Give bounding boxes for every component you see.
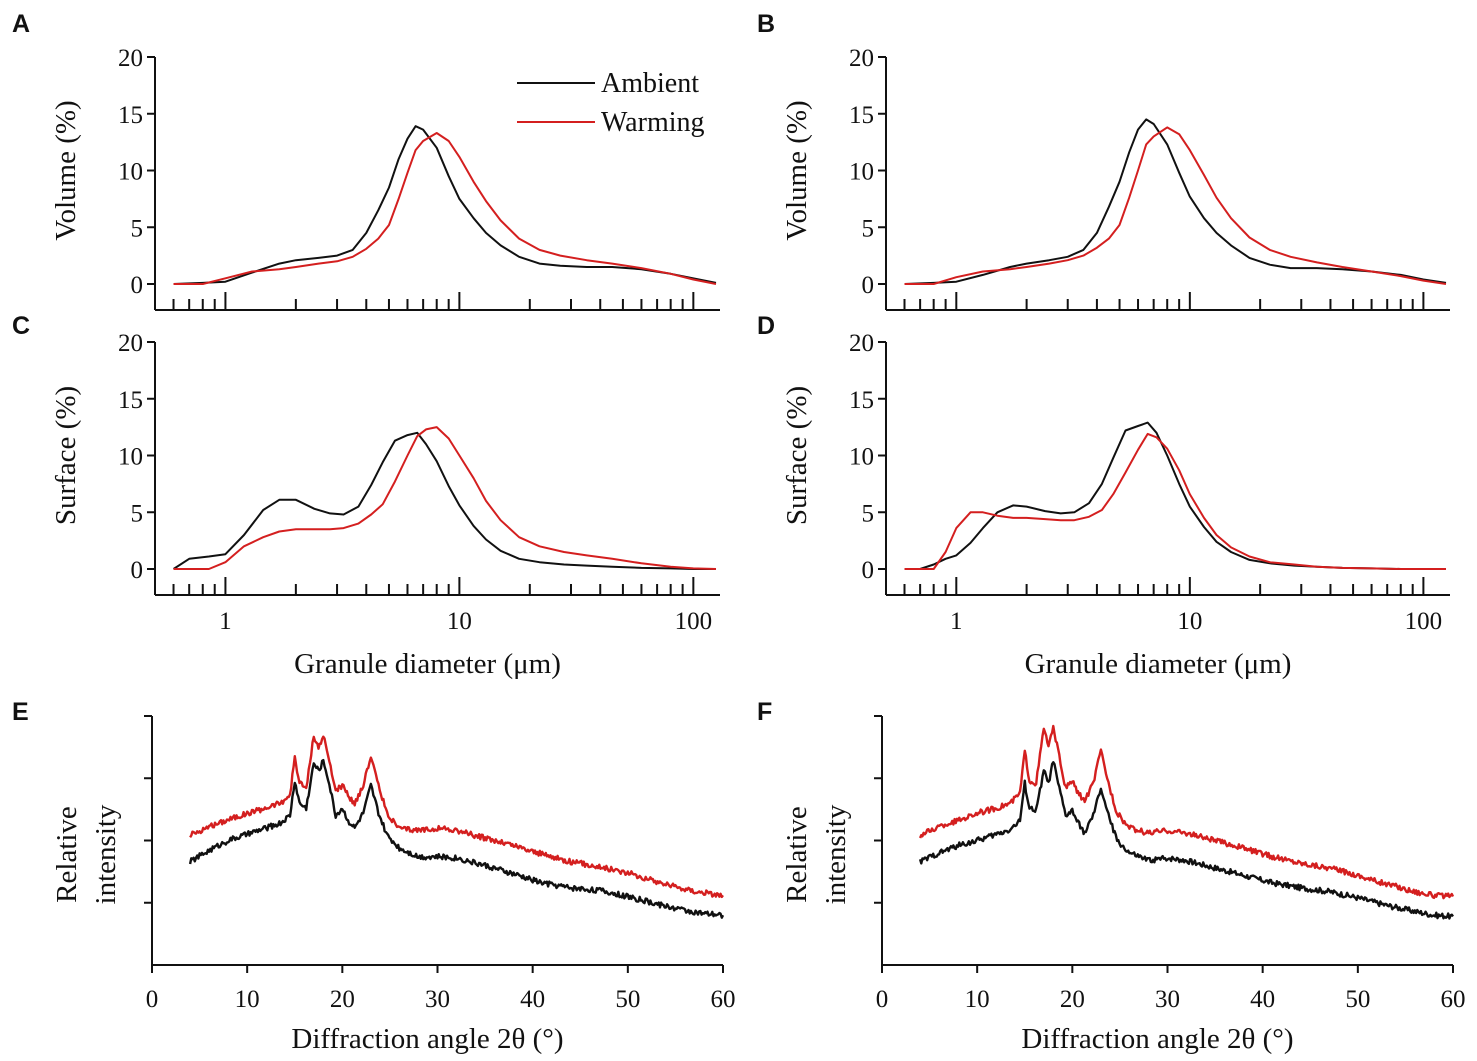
panel-d: D 0 5 10 15 20 1 10 100 Granule diameter (μm) Surf… xyxy=(757,312,1450,680)
y-tick-label: 10 xyxy=(849,444,874,471)
series-warming xyxy=(904,126,1447,285)
y-axis-title-line1: Relative xyxy=(51,806,83,903)
y-axis-title-line2: intensity xyxy=(90,804,122,904)
panel-a: A 0 5 10 15 20 Volume (%) Ambient Warming xyxy=(12,10,720,311)
panel-letter: D xyxy=(757,312,775,340)
y-tick-label: 15 xyxy=(849,387,874,414)
x-tick-label: 40 xyxy=(520,986,545,1013)
series-ambient xyxy=(173,125,717,285)
x-tick-label: 30 xyxy=(1155,986,1180,1013)
series-ambient xyxy=(918,761,1454,920)
series-warming xyxy=(918,724,1455,900)
y-axis-title-line2: intensity xyxy=(820,804,852,904)
y-tick-label: 5 xyxy=(131,215,144,242)
panel-b: B 0 5 10 15 20 Volume (%) xyxy=(757,10,1450,311)
panel-f: F 0 10 20 30 40 50 60 Diffraction angle 2θ (°) Re… xyxy=(757,698,1466,1055)
x-tick-label: 10 xyxy=(235,986,260,1013)
x-tick-label: 40 xyxy=(1250,986,1275,1013)
y-tick-label: 20 xyxy=(118,330,143,357)
y-axis-title: Surface (%) xyxy=(781,386,813,525)
x-tick-label: 1 xyxy=(219,608,232,635)
y-tick-label: 20 xyxy=(118,45,143,72)
x-axis-title: Diffraction angle 2θ (°) xyxy=(1021,1023,1293,1055)
x-axis-title: Diffraction angle 2θ (°) xyxy=(291,1023,563,1055)
y-tick-label: 0 xyxy=(862,557,875,584)
x-tick-label: 60 xyxy=(1441,986,1466,1013)
y-tick-label: 10 xyxy=(118,159,143,186)
panel-letter: C xyxy=(12,312,30,340)
x-tick-label: 0 xyxy=(876,986,889,1013)
x-axis-title: Granule diameter (μm) xyxy=(294,648,561,680)
series-warming xyxy=(173,132,717,285)
panel-e: E 0 10 20 30 40 50 60 Diffraction angle 2θ (°) Re… xyxy=(12,698,736,1055)
y-tick-label: 20 xyxy=(849,45,874,72)
panel-letter: E xyxy=(12,698,29,726)
x-tick-label: 1 xyxy=(950,608,963,635)
y-tick-label: 20 xyxy=(849,330,874,357)
y-tick-label: 10 xyxy=(849,159,874,186)
x-tick-label: 50 xyxy=(1345,986,1370,1013)
y-tick-label: 15 xyxy=(118,387,143,414)
y-tick-label: 0 xyxy=(131,272,144,299)
series-warming xyxy=(173,426,717,570)
x-tick-label: 10 xyxy=(965,986,990,1013)
x-tick-label: 30 xyxy=(425,986,450,1013)
x-tick-label: 100 xyxy=(675,608,713,635)
panel-letter: F xyxy=(757,698,772,726)
y-axis-title: Surface (%) xyxy=(50,386,82,525)
series-warming xyxy=(189,735,724,899)
series-ambient xyxy=(904,421,1446,570)
x-axis-title: Granule diameter (μm) xyxy=(1025,648,1292,680)
series-ambient xyxy=(172,431,716,570)
y-tick-label: 0 xyxy=(862,272,875,299)
legend-label-ambient: Ambient xyxy=(601,68,699,99)
y-tick-label: 15 xyxy=(118,102,143,129)
x-tick-label: 10 xyxy=(1177,608,1202,635)
y-tick-label: 0 xyxy=(131,557,144,584)
x-tick-label: 60 xyxy=(711,986,736,1013)
x-tick-label: 10 xyxy=(447,608,472,635)
panel-letter: A xyxy=(12,10,30,38)
series-warming xyxy=(904,432,1446,570)
legend-label-warming: Warming xyxy=(601,107,705,138)
panel-letter: B xyxy=(757,10,775,38)
series-ambient xyxy=(188,758,725,919)
x-tick-label: 0 xyxy=(146,986,159,1013)
y-tick-label: 15 xyxy=(849,102,874,129)
series-ambient xyxy=(904,118,1447,285)
y-tick-label: 5 xyxy=(862,215,875,242)
y-tick-label: 10 xyxy=(118,444,143,471)
y-axis-title: Volume (%) xyxy=(781,100,813,240)
legend: Ambient Warming xyxy=(517,68,705,138)
y-axis-title-line1: Relative xyxy=(781,806,813,903)
y-axis-title: Volume (%) xyxy=(50,100,82,240)
x-tick-label: 50 xyxy=(615,986,640,1013)
panel-c: C 0 5 10 15 20 1 10 100 Granule diameter (μm) Surf… xyxy=(12,312,720,680)
x-tick-label: 20 xyxy=(330,986,355,1013)
x-tick-label: 100 xyxy=(1405,608,1443,635)
y-tick-label: 5 xyxy=(862,500,875,527)
x-tick-label: 20 xyxy=(1060,986,1085,1013)
y-tick-label: 5 xyxy=(131,500,144,527)
